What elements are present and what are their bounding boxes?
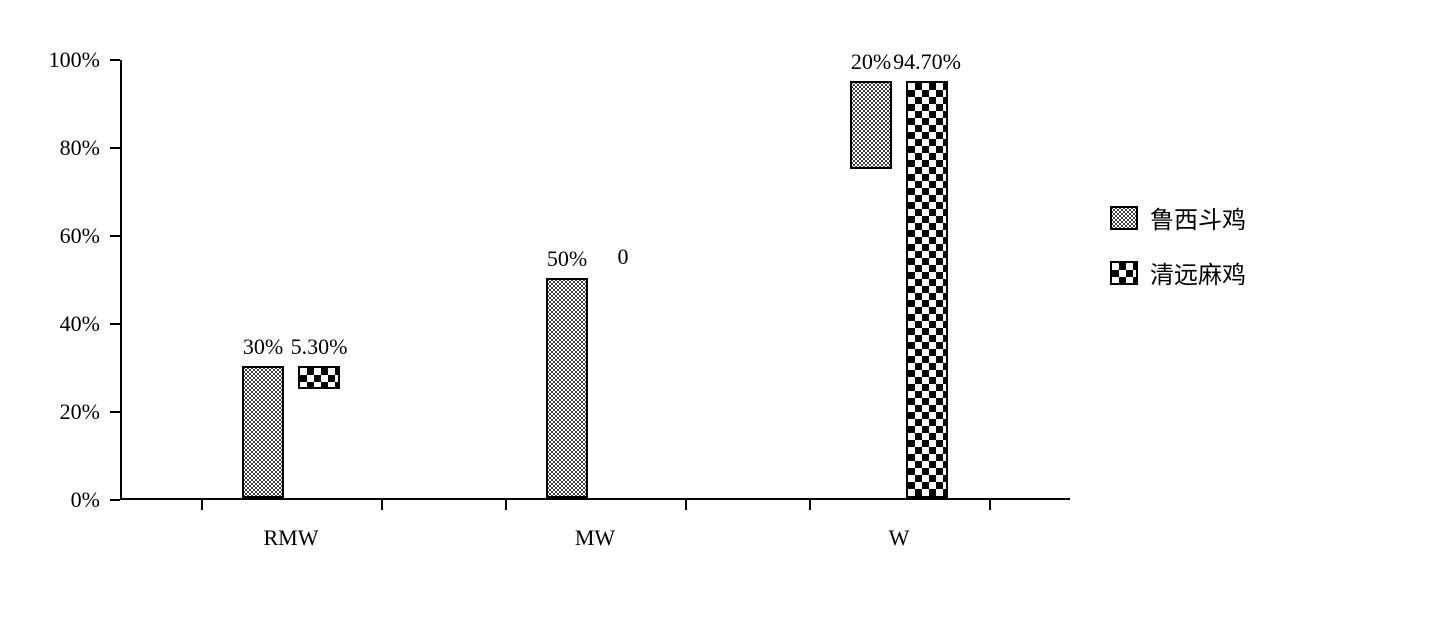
- y-tick-mark: [110, 59, 120, 61]
- x-category-label: MW: [575, 525, 615, 551]
- bar: 20%: [850, 81, 892, 169]
- x-category-label: RMW: [264, 525, 319, 551]
- bar: 94.70%: [906, 81, 948, 498]
- y-tick-mark: [110, 499, 120, 501]
- legend-label: 鲁西斗鸡: [1150, 200, 1246, 235]
- legend-swatch: [1110, 206, 1138, 230]
- y-tick-label: 0%: [71, 487, 100, 513]
- y-tick-label: 80%: [60, 135, 100, 161]
- x-category-label: W: [889, 525, 910, 551]
- bar: 5.30%: [298, 366, 340, 389]
- legend-swatch: [1110, 261, 1138, 285]
- bar-group: 20% 94.70%: [850, 81, 948, 498]
- x-tick-mark: [989, 500, 991, 510]
- bar-group: 30% 5.30%: [242, 366, 340, 498]
- bar-value-label: 50%: [547, 246, 587, 272]
- legend-item: 鲁西斗鸡: [1110, 200, 1246, 235]
- y-tick-label: 100%: [49, 47, 100, 73]
- chart-wrapper: 0%20%40%60%80%100% 30%5.30%RMW50%0MW20%9…: [20, 20, 1426, 560]
- x-tick-mark: [505, 500, 507, 510]
- y-tick-label: 60%: [60, 223, 100, 249]
- bar-value-label: 0: [618, 244, 629, 270]
- y-tick-label: 20%: [60, 399, 100, 425]
- bar: 30%: [242, 366, 284, 498]
- x-axis: [120, 498, 1070, 500]
- y-tick-mark: [110, 411, 120, 413]
- bar-value-label: 94.70%: [893, 49, 961, 75]
- bar-value-label: 30%: [243, 334, 283, 360]
- bar-group: 50%0: [546, 278, 644, 498]
- chart-container: 0%20%40%60%80%100% 30%5.30%RMW50%0MW20%9…: [20, 20, 1070, 560]
- x-tick-mark: [201, 500, 203, 510]
- x-tick-mark: [685, 500, 687, 510]
- y-axis-ticks: 0%20%40%60%80%100%: [20, 60, 120, 500]
- legend: 鲁西斗鸡清远麻鸡: [1110, 200, 1246, 290]
- legend-label: 清远麻鸡: [1150, 255, 1246, 290]
- y-tick-mark: [110, 323, 120, 325]
- legend-item: 清远麻鸡: [1110, 255, 1246, 290]
- bar-value-label: 20%: [851, 49, 891, 75]
- bar: 50%: [546, 278, 588, 498]
- x-tick-mark: [809, 500, 811, 510]
- y-tick-label: 40%: [60, 311, 100, 337]
- y-tick-mark: [110, 235, 120, 237]
- plot-area: 0%20%40%60%80%100% 30%5.30%RMW50%0MW20%9…: [120, 60, 1070, 500]
- y-tick-mark: [110, 147, 120, 149]
- x-tick-mark: [381, 500, 383, 510]
- y-axis: [120, 60, 122, 500]
- bar-value-label: 5.30%: [291, 334, 348, 360]
